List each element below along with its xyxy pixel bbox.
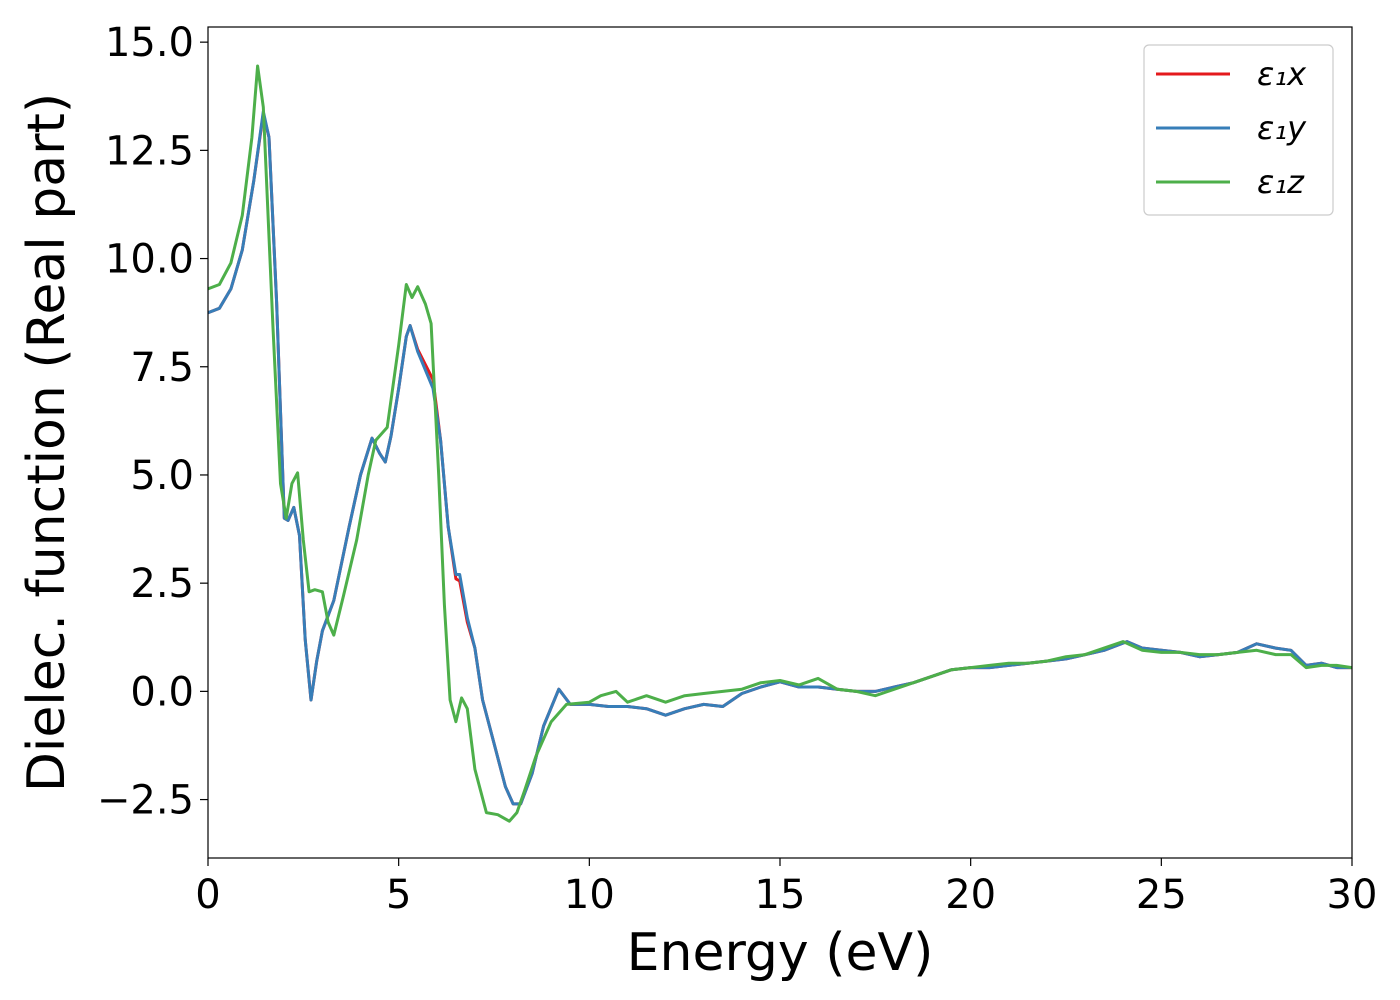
y-tick-label: 12.5 bbox=[105, 128, 194, 174]
y-tick-label: −2.5 bbox=[97, 778, 194, 824]
y-tick-label: 7.5 bbox=[130, 345, 194, 391]
y-tick-label: 0.0 bbox=[130, 669, 194, 715]
y-axis: −2.5 0.0 2.5 5.0 7.5 10.0 12.5 15.0 bbox=[97, 20, 208, 824]
y-tick-label: 5.0 bbox=[130, 453, 194, 499]
x-tick-label: 15 bbox=[755, 872, 806, 918]
legend-label: ε₁x bbox=[1257, 55, 1307, 93]
legend: ε₁x ε₁y ε₁z bbox=[1143, 44, 1334, 216]
legend-label: ε₁y bbox=[1257, 109, 1307, 147]
x-tick-label: 30 bbox=[1327, 872, 1378, 918]
series-line-3 bbox=[208, 64, 1352, 823]
y-tick-label: 2.5 bbox=[130, 561, 194, 607]
series-line-1 bbox=[208, 112, 1352, 806]
y-tick-label: 10.0 bbox=[105, 237, 194, 283]
x-axis: 0 5 10 15 20 25 30 bbox=[195, 858, 1377, 918]
legend-label: ε₁z bbox=[1257, 163, 1305, 201]
x-tick-label: 20 bbox=[945, 872, 996, 918]
x-tick-label: 25 bbox=[1136, 872, 1187, 918]
y-axis-label: Dielec. function (Real part) bbox=[17, 93, 77, 792]
legend-box bbox=[1143, 44, 1334, 216]
x-tick-label: 5 bbox=[386, 872, 411, 918]
x-tick-label: 0 bbox=[195, 872, 220, 918]
x-tick-label: 10 bbox=[564, 872, 615, 918]
y-tick-label: 15.0 bbox=[105, 20, 194, 66]
x-axis-label: Energy (eV) bbox=[627, 923, 934, 983]
series-layer bbox=[208, 64, 1352, 823]
